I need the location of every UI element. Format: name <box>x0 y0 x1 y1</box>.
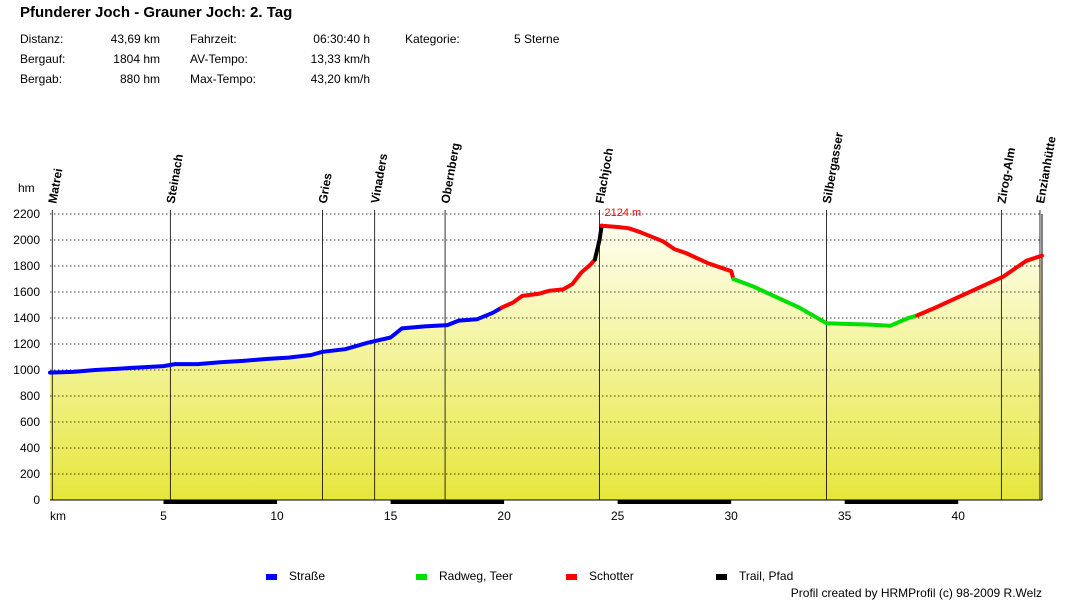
waypoint-label: Steinach <box>164 153 186 205</box>
x-axis-km-bar <box>163 500 278 504</box>
page-title: Pfunderer Joch - Grauner Joch: 2. Tag <box>20 4 293 21</box>
series-segment <box>48 305 504 375</box>
stat-distance-value: 43,69 km <box>110 32 160 46</box>
legend-swatch-strasse <box>266 573 277 580</box>
peak-annotation: 2124 m <box>604 207 641 219</box>
x-axis-km-bar <box>617 500 732 504</box>
y-tick-label: 200 <box>20 467 40 481</box>
y-tick-label: 1000 <box>13 363 40 377</box>
legend-item-schotter: Schotter <box>566 569 634 583</box>
y-tick-label: 600 <box>20 415 40 429</box>
legend-item-strasse: Straße <box>266 569 325 583</box>
stat-ascent-value: 1804 hm <box>113 52 160 66</box>
profile-area-fill <box>50 225 1042 500</box>
stat-max-speed-label: Max-Tempo: <box>190 72 257 86</box>
series-segment <box>599 223 736 281</box>
legend-swatch-schotter <box>566 573 577 580</box>
y-tick-label: 1400 <box>13 311 40 325</box>
credit-text: Profil created by HRMProfil (c) 98-2009 … <box>790 586 1042 600</box>
stat-category-value: 5 Sterne <box>514 32 560 46</box>
x-tick-label: 35 <box>838 509 852 523</box>
y-tick-label: 2000 <box>13 233 40 247</box>
stat-time-value: 06:30:40 h <box>313 32 370 46</box>
y-tick-label: 2200 <box>13 207 40 221</box>
x-axis-km-bar <box>390 500 505 504</box>
legend-item-trail: Trail, Pfad <box>716 569 793 583</box>
legend-label-schotter: Schotter <box>589 569 634 583</box>
legend-swatch-radweg <box>416 573 427 580</box>
waypoint-label: Flachjoch <box>593 147 617 205</box>
y-tick-label: 800 <box>20 389 40 403</box>
x-tick-label: 25 <box>611 509 625 523</box>
x-tick-label: 30 <box>724 509 738 523</box>
waypoint-label: Silbergasser <box>820 131 846 205</box>
y-tick-label: 400 <box>20 441 40 455</box>
y-tick-label: 0 <box>33 493 40 507</box>
stat-avg-speed-label: AV-Tempo: <box>190 52 248 66</box>
legend-label-strasse: Straße <box>289 569 326 583</box>
y-tick-label: 1200 <box>13 337 40 351</box>
waypoint-label: Obernberg <box>438 142 462 205</box>
x-tick-label: 20 <box>497 509 511 523</box>
y-tick-label: 1800 <box>13 259 40 273</box>
stat-descent-label: Bergab: <box>20 72 63 86</box>
series-segment <box>915 253 1044 318</box>
stat-max-speed-value: 43,20 km/h <box>310 72 370 86</box>
waypoint-label: Matrei <box>45 167 65 204</box>
stat-ascent-label: Bergauf: <box>20 52 66 66</box>
legend-item-radweg: Radweg, Teer <box>416 569 513 583</box>
stat-distance-label: Distanz: <box>20 32 64 46</box>
stat-avg-speed-value: 13,33 km/h <box>310 52 370 66</box>
legend-swatch-trail <box>716 573 727 580</box>
x-tick-label: 10 <box>270 509 284 523</box>
x-tick-label: 5 <box>160 509 167 523</box>
waypoint-label: Enzianhütte <box>1033 135 1059 205</box>
stat-descent-value: 880 hm <box>119 72 160 86</box>
legend-label-trail: Trail, Pfad <box>739 569 794 583</box>
y-tick-label: 1600 <box>13 285 40 299</box>
x-axis-label: km <box>50 509 66 523</box>
waypoint-label: Vinaders <box>368 152 391 204</box>
x-tick-label: 40 <box>952 509 966 523</box>
series-segment <box>731 277 920 328</box>
y-axis-label: hm <box>18 181 35 195</box>
series-segment <box>592 223 604 262</box>
waypoint-label: Gries <box>316 172 335 205</box>
x-axis-km-bar <box>844 500 959 504</box>
x-tick-label: 15 <box>384 509 398 523</box>
stat-time-label: Fahrzeit: <box>190 32 237 46</box>
series-segment <box>499 257 597 310</box>
waypoint-label: Zirog-Alm <box>995 146 1019 204</box>
legend-label-radweg: Radweg, Teer <box>439 569 513 583</box>
stat-category-label: Kategorie: <box>405 32 460 46</box>
